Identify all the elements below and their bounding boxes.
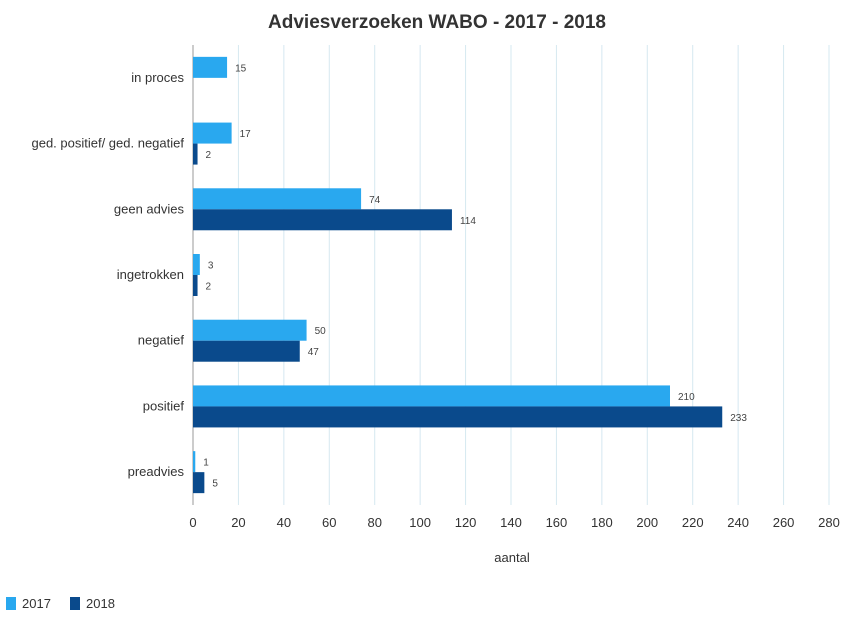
category-label: in proces	[131, 70, 184, 85]
value-label: 17	[240, 129, 252, 140]
legend-swatch-2018	[70, 597, 80, 610]
category-label: negatief	[138, 333, 185, 348]
bar-2017	[193, 319, 307, 341]
bar-2017	[193, 188, 362, 210]
x-tick-label: 180	[591, 515, 613, 530]
value-label: 210	[678, 392, 695, 403]
x-axis-title: aantal	[494, 550, 530, 565]
value-label: 114	[460, 216, 476, 227]
x-tick-label: 60	[322, 515, 336, 530]
bar-2018	[193, 472, 205, 494]
value-label: 233	[730, 413, 747, 424]
x-tick-label: 80	[367, 515, 381, 530]
bar-2018	[193, 340, 300, 362]
x-tick-label: 20	[231, 515, 245, 530]
value-label: 2	[206, 150, 212, 161]
x-tick-label: 40	[277, 515, 291, 530]
bars	[193, 56, 723, 494]
value-labels: 15 17 2 74 114 3 2 50 47 210 233 15	[203, 63, 747, 489]
category-labels: in proces ged. positief/ ged. negatief gee…	[31, 70, 184, 479]
x-tick-label: 120	[455, 515, 477, 530]
bar-2017	[193, 56, 228, 78]
value-label: 2	[206, 282, 212, 293]
category-label: ingetrokken	[117, 267, 184, 282]
category-label: geen advies	[114, 201, 185, 216]
legend: 2017 2018	[6, 596, 115, 611]
x-tick-label: 240	[727, 515, 749, 530]
bar-2017	[193, 122, 232, 144]
x-tick-label: 0	[189, 515, 196, 530]
x-tick-label: 200	[636, 515, 658, 530]
value-label: 15	[235, 63, 247, 74]
value-label: 1	[203, 458, 209, 469]
value-label: 3	[208, 261, 214, 272]
bar-2017	[193, 451, 196, 473]
value-label: 5	[212, 479, 218, 490]
x-tick-label: 140	[500, 515, 522, 530]
category-label: preadvies	[128, 464, 185, 479]
value-label: 74	[369, 195, 381, 206]
x-tick-label: 260	[773, 515, 795, 530]
x-tick-label: 220	[682, 515, 704, 530]
legend-label: 2017	[22, 596, 51, 611]
value-label: 47	[308, 347, 320, 358]
bar-2018	[193, 275, 198, 296]
x-tick-label: 100	[409, 515, 431, 530]
x-tick-label: 280	[818, 515, 840, 530]
category-label: positief	[143, 398, 185, 413]
chart-title: Adviesverzoeken WABO - 2017 - 2018	[268, 12, 606, 33]
bar-2018	[193, 209, 452, 231]
bar-2018	[193, 406, 723, 428]
category-label: ged. positief/ ged. negatief	[31, 136, 184, 151]
bar-2018	[193, 143, 198, 165]
x-tick-label: 160	[546, 515, 568, 530]
grid	[192, 45, 830, 505]
value-label: 50	[315, 326, 327, 337]
bar-2017	[193, 254, 200, 275]
legend-swatch-2017	[6, 597, 16, 610]
x-tick-labels: 0 20 40 60 80 100 120 140 160 180 200 220 240 260 280	[189, 515, 839, 530]
legend-label: 2018	[86, 596, 115, 611]
bar-2017	[193, 385, 670, 407]
